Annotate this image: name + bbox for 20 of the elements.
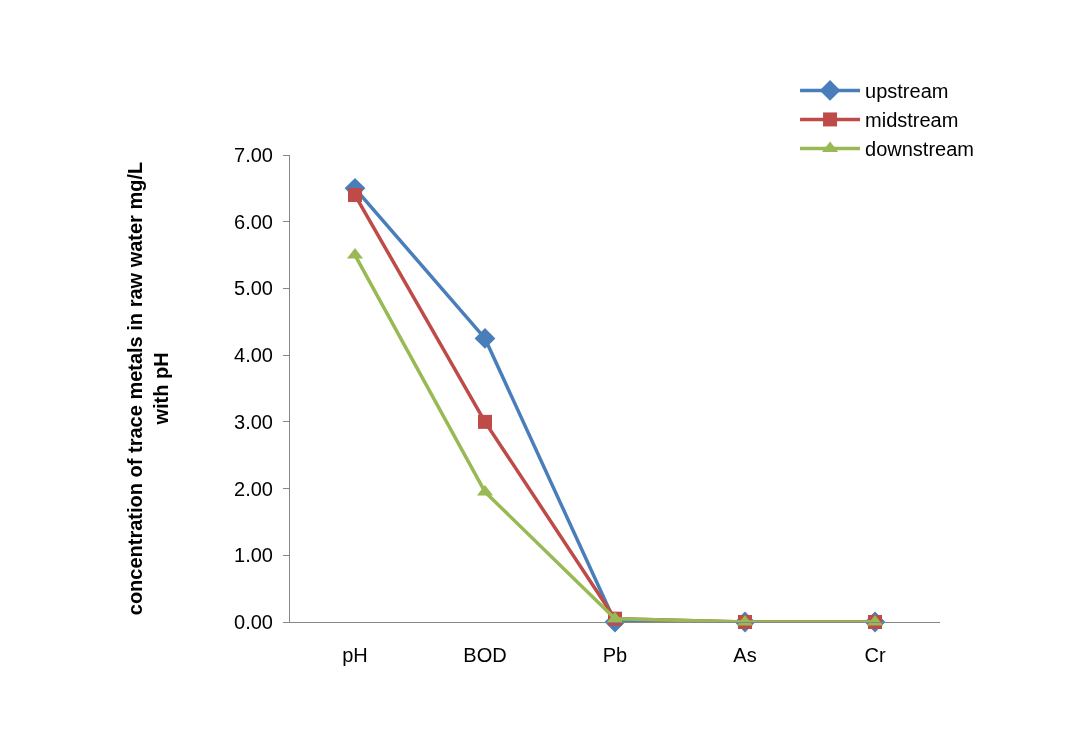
y-tick-label: 4.00 (234, 344, 273, 367)
y-tick-label: 1.00 (234, 544, 273, 567)
legend-label: midstream (865, 109, 959, 132)
x-tick-label: pH (342, 644, 368, 666)
x-tick-label: Cr (864, 644, 886, 666)
legend-label: upstream (865, 80, 949, 103)
point (474, 328, 496, 349)
legend-label: downstream (865, 138, 974, 161)
y-tick-label: 5.00 (234, 277, 273, 300)
x-tick-label: As (733, 644, 757, 666)
y-tick-label: 7.00 (234, 144, 273, 166)
y-tick-label: 2.00 (234, 477, 273, 500)
y-tick-label: 3.00 (234, 410, 273, 433)
x-tick-label: Pb (602, 644, 628, 666)
point (478, 414, 492, 429)
y-tick-label: 0.00 (234, 611, 273, 633)
y-axis-title: concentration of trace metals in raw water mg/L with pH (123, 161, 172, 616)
y-tick-label: 6.00 (234, 210, 273, 233)
x-tick-label: BOD (463, 644, 507, 666)
point (348, 188, 362, 203)
